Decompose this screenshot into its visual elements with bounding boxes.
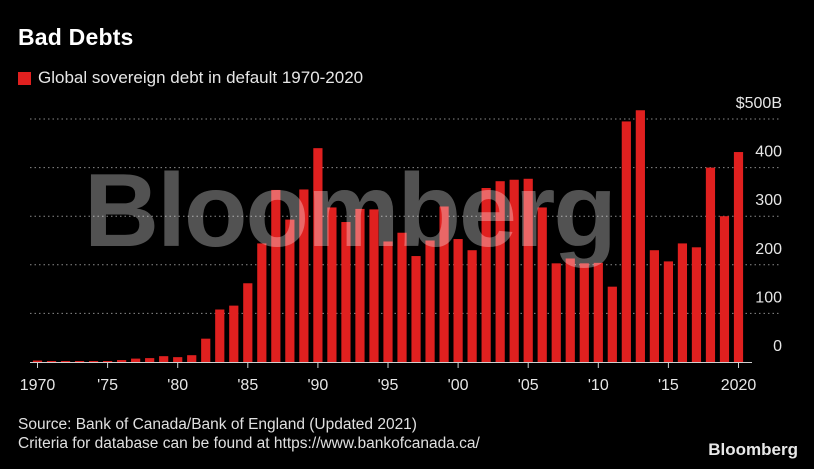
source-line: Source: Bank of Canada/Bank of England (… xyxy=(18,416,417,433)
bar xyxy=(187,355,197,362)
bar xyxy=(215,309,225,362)
bar xyxy=(621,121,631,363)
bar xyxy=(159,356,169,362)
bar xyxy=(593,262,603,362)
x-tick-label: '80 xyxy=(167,377,188,394)
bar xyxy=(705,167,716,362)
bar xyxy=(635,110,645,362)
bar xyxy=(355,208,365,362)
bar xyxy=(509,179,519,362)
bar xyxy=(579,263,589,362)
bar xyxy=(173,357,183,362)
criteria-line: Criteria for database can be found at ht… xyxy=(18,435,480,452)
y-tick-label: $500B xyxy=(736,95,782,112)
bar xyxy=(495,181,505,362)
bar xyxy=(257,243,267,362)
bar xyxy=(719,216,730,362)
bar xyxy=(397,232,407,362)
bar xyxy=(453,239,463,362)
bar xyxy=(677,243,688,362)
bar xyxy=(229,305,239,362)
y-tick-label: 100 xyxy=(755,289,782,306)
x-tick-label: 2020 xyxy=(721,377,757,394)
bar xyxy=(691,247,702,362)
bar xyxy=(425,240,435,362)
brand-logo: Bloomberg xyxy=(708,440,798,459)
bar xyxy=(341,222,351,362)
legend-label: Global sovereign debt in default 1970-20… xyxy=(38,68,364,87)
bar xyxy=(243,283,253,362)
bar xyxy=(537,207,547,362)
x-tick-label: '95 xyxy=(378,377,399,394)
source-note: Source: Bank of Canada/Bank of England (… xyxy=(18,415,480,453)
bar xyxy=(607,286,617,362)
bar xyxy=(565,258,575,362)
legend-swatch xyxy=(18,71,31,85)
bar xyxy=(523,178,533,362)
y-tick-label: 0 xyxy=(773,338,782,355)
y-tick-label: 300 xyxy=(755,192,782,209)
chart-title: Bad Debts xyxy=(18,24,134,50)
bar xyxy=(103,361,113,362)
bar xyxy=(60,361,71,362)
bar xyxy=(467,250,477,362)
bar xyxy=(383,241,393,362)
bar xyxy=(271,189,281,362)
y-tick-label: 400 xyxy=(755,144,782,161)
bar xyxy=(74,361,85,362)
bar xyxy=(551,263,561,362)
legend: Global sovereign debt in default 1970-20… xyxy=(18,68,363,88)
bar xyxy=(117,360,127,362)
y-tick-label: 200 xyxy=(755,241,782,258)
x-tick-label: 1970 xyxy=(20,377,56,394)
bar xyxy=(411,256,421,362)
bar xyxy=(663,261,673,362)
bar xyxy=(439,206,449,362)
bar xyxy=(481,188,491,362)
bar xyxy=(327,207,337,362)
x-tick-label: '10 xyxy=(588,377,609,394)
bar xyxy=(285,219,295,362)
x-tick-label: '15 xyxy=(658,377,679,394)
x-tick-label: '90 xyxy=(307,377,328,394)
x-tick-label: '75 xyxy=(97,377,118,394)
bar xyxy=(145,358,155,362)
bar xyxy=(131,358,141,362)
bar xyxy=(733,152,744,362)
bar xyxy=(369,209,379,362)
bar xyxy=(299,189,309,362)
x-tick-label: '00 xyxy=(448,377,469,394)
bar xyxy=(649,250,659,362)
bar xyxy=(32,360,43,362)
bar xyxy=(201,338,211,362)
bar xyxy=(313,148,323,362)
x-tick-label: '85 xyxy=(237,377,258,394)
x-tick-label: '05 xyxy=(518,377,539,394)
bar xyxy=(46,361,57,362)
bar xyxy=(88,361,99,362)
